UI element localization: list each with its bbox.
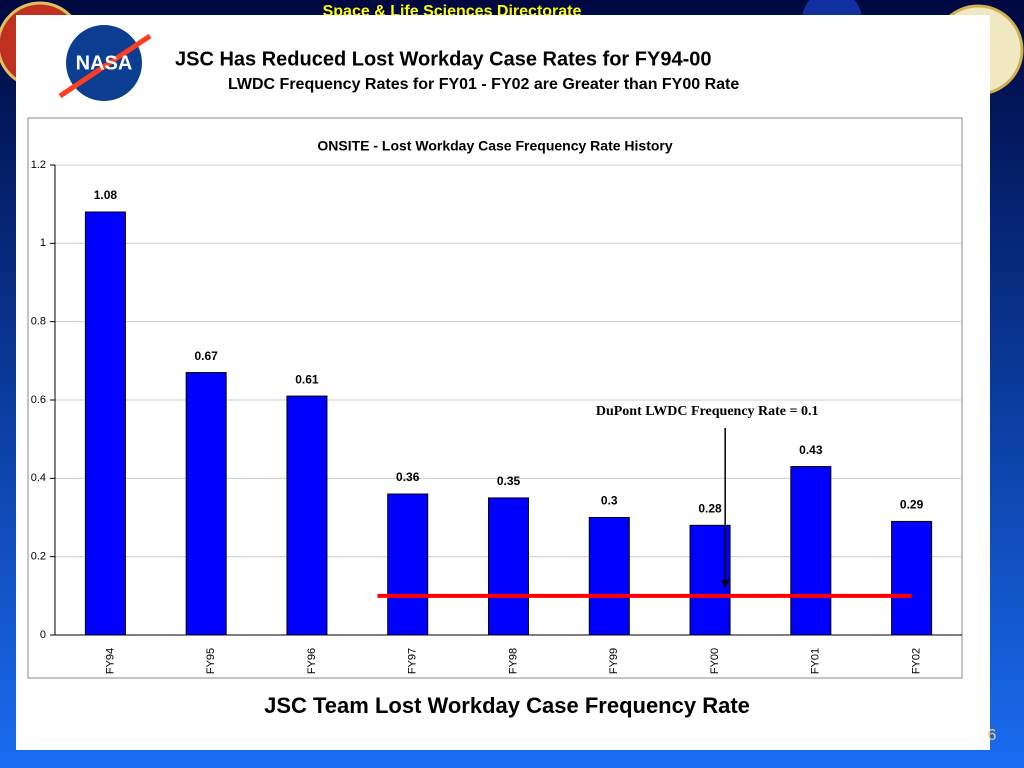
plot: 0 0.2 0.4 0.6 0.8 1 1.2 FY94 1.08 FY95 0.67 FY96 0.6… [31, 159, 963, 674]
y-tick-label: 0.4 [31, 472, 46, 484]
page-number: 6 [988, 727, 997, 744]
value-label: 0.3 [601, 494, 618, 508]
x-tick-label: FY02 [911, 648, 923, 674]
x-tick-label: FY96 [306, 648, 318, 674]
x-tick-label: FY99 [608, 648, 620, 674]
value-label: 0.61 [295, 372, 319, 386]
value-label: 0.28 [698, 502, 722, 516]
logo-text: NASA [76, 52, 133, 74]
y-tick-label: 0.2 [31, 551, 46, 563]
y-tick-label: 1 [40, 237, 46, 249]
bar [488, 497, 529, 636]
x-tick-label: FY00 [709, 648, 721, 674]
bar [790, 466, 832, 636]
y-tick-label: 0.8 [31, 316, 46, 328]
y-tick-label: 0 [40, 629, 46, 641]
value-label: 0.35 [497, 474, 521, 488]
y-tick-label: 0.6 [31, 394, 46, 406]
x-tick-label: FY98 [507, 648, 519, 674]
x-tick-label: FY94 [104, 648, 116, 674]
subtitle: LWDC Frequency Rates for FY01 - FY02 are… [228, 76, 739, 93]
value-label: 0.67 [194, 349, 218, 363]
bar [286, 395, 328, 636]
bar [387, 493, 429, 636]
x-tick-label: FY95 [205, 648, 217, 674]
bar [84, 211, 126, 636]
title: JSC Has Reduced Lost Workday Case Rates … [175, 48, 711, 70]
value-label: 0.36 [396, 470, 420, 484]
value-label: 1.08 [94, 188, 118, 202]
x-tick-label: FY01 [810, 648, 822, 674]
caption: JSC Team Lost Workday Case Frequency Rat… [264, 693, 750, 718]
arrow-head [721, 579, 730, 588]
x-tick-label: FY97 [407, 648, 419, 674]
value-label: 0.29 [900, 498, 924, 512]
y-tick-label: 1.2 [31, 159, 46, 171]
bar [185, 372, 227, 636]
bar [588, 517, 630, 636]
chart-title: ONSITE - Lost Workday Case Frequency Rat… [317, 138, 672, 154]
bar [891, 520, 933, 636]
value-label: 0.43 [799, 443, 823, 457]
annotation: DuPont LWDC Frequency Rate = 0.1 [596, 404, 819, 419]
logo-swoosh [58, 33, 152, 99]
